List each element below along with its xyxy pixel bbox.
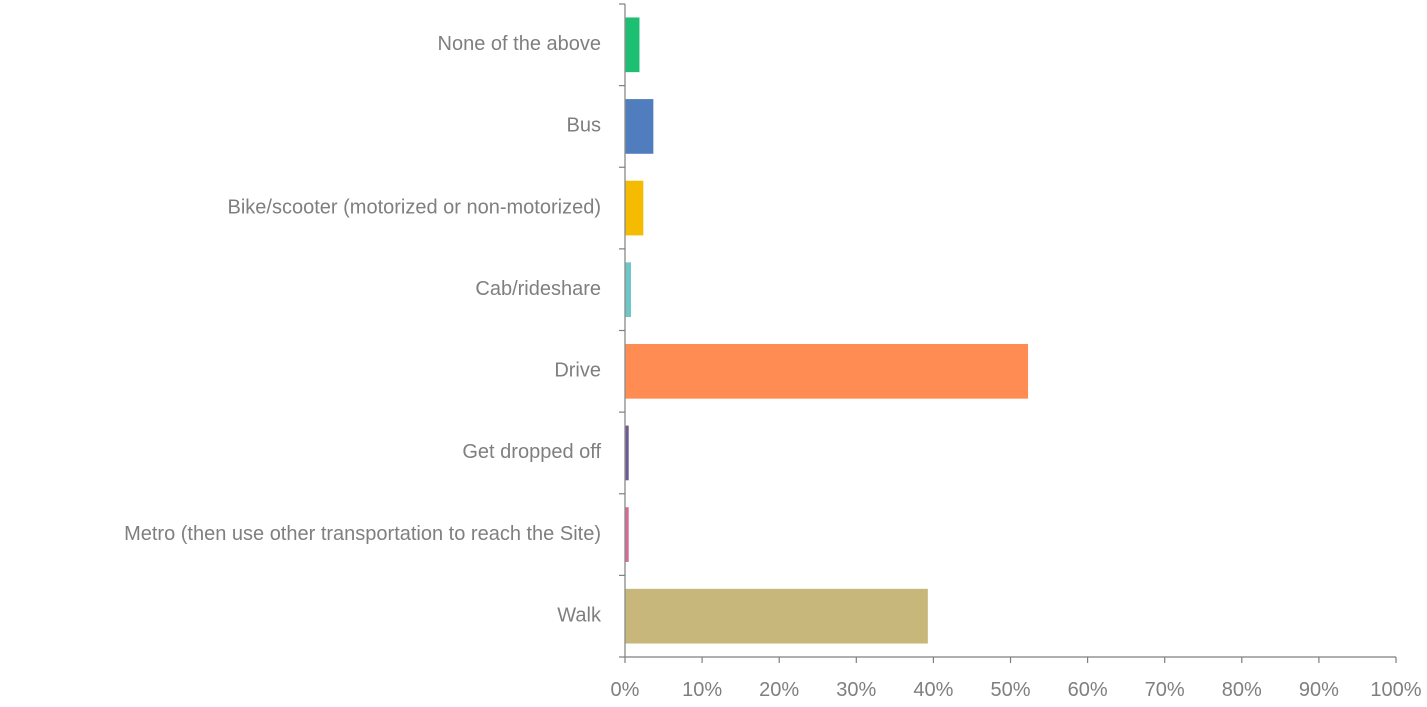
x-tick-label: 20% [759, 679, 799, 701]
x-tick-label: 50% [990, 679, 1030, 701]
x-tick-label: 80% [1222, 679, 1262, 701]
axis-ticks [619, 3, 1397, 663]
bar-7 [625, 588, 928, 644]
x-tick-labels: 0% 10% 20% 30% 40% 50% 60% 70% 80% 90% 100% [611, 679, 1422, 701]
x-tick-label: 60% [1068, 679, 1108, 701]
bar-1 [625, 99, 654, 154]
category-label: Metro (then use other transportation to … [124, 523, 601, 545]
category-labels: None of the above Bus Bike/scooter (motori… [124, 33, 602, 626]
x-tick-label: 100% [1370, 679, 1421, 701]
category-label: None of the above [438, 33, 601, 55]
bars-group [625, 17, 1029, 644]
x-tick-label: 0% [611, 679, 640, 701]
category-label: Bus [567, 115, 601, 137]
x-tick-label: 40% [913, 679, 953, 701]
bar-0 [625, 17, 640, 73]
category-label: Bike/scooter (motorized or non-motorized… [228, 196, 601, 218]
category-label: Walk [557, 604, 602, 626]
bar-5 [625, 425, 629, 481]
category-label: Cab/rideshare [475, 278, 601, 300]
x-tick-label: 30% [836, 679, 876, 701]
x-tick-label: 10% [682, 679, 722, 701]
category-label: Get dropped off [462, 441, 601, 463]
x-tick-label: 90% [1299, 679, 1339, 701]
category-label: Drive [554, 360, 601, 382]
x-tick-label: 70% [1145, 679, 1185, 701]
bar-2 [625, 180, 644, 236]
bar-4 [625, 343, 1029, 399]
bar-6 [625, 507, 629, 562]
bar-3 [625, 262, 631, 318]
